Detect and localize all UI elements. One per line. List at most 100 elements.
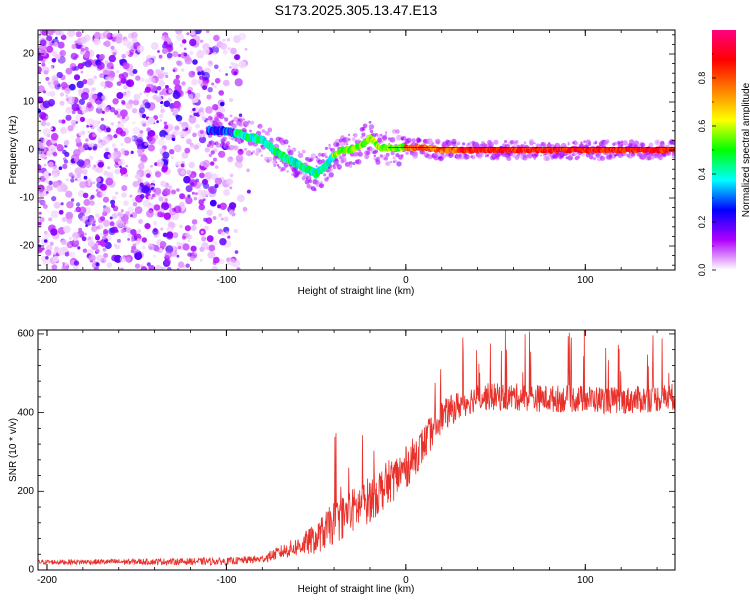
noise-blob bbox=[180, 68, 185, 72]
noise-blob bbox=[173, 78, 181, 86]
noise-blob bbox=[164, 258, 172, 266]
noise-blob bbox=[183, 175, 191, 184]
noise-blob bbox=[102, 235, 107, 240]
noise-blob bbox=[162, 232, 168, 238]
noise-blob bbox=[68, 236, 73, 241]
noise-blob bbox=[78, 206, 87, 215]
halo-blob bbox=[438, 155, 444, 162]
halo-blob bbox=[577, 155, 580, 158]
noise-blob bbox=[223, 189, 230, 196]
noise-blob bbox=[78, 98, 85, 105]
noise-blob bbox=[155, 96, 162, 103]
noise-blob bbox=[141, 237, 147, 243]
noise-blob bbox=[213, 241, 218, 246]
noise-blob bbox=[87, 104, 92, 109]
noise-blob bbox=[127, 233, 132, 238]
noise-blob bbox=[101, 212, 106, 217]
noise-blob bbox=[218, 258, 225, 265]
noise-blob bbox=[198, 203, 205, 211]
noise-blob bbox=[68, 251, 76, 258]
halo-blob bbox=[341, 157, 347, 163]
y-tick-label: 0 bbox=[28, 145, 34, 156]
noise-blob bbox=[136, 45, 145, 53]
noise-blob bbox=[103, 253, 109, 258]
spectrogram-x-label: Height of straight line (km) bbox=[298, 286, 415, 297]
noise-blob bbox=[128, 49, 135, 56]
noise-blob bbox=[102, 185, 107, 190]
noise-blob bbox=[232, 62, 239, 70]
halo-blob bbox=[228, 144, 235, 151]
noise-blob bbox=[106, 81, 113, 88]
noise-blob bbox=[206, 94, 212, 100]
halo-blob bbox=[583, 140, 587, 144]
halo-blob bbox=[213, 115, 216, 118]
noise-blob bbox=[220, 217, 224, 221]
noise-blob bbox=[116, 92, 124, 99]
noise-blob bbox=[68, 83, 76, 91]
noise-blob bbox=[87, 182, 91, 187]
noise-blob bbox=[222, 79, 230, 87]
noise-blob bbox=[213, 52, 217, 56]
noise-blob bbox=[122, 116, 125, 120]
noise-blob bbox=[110, 45, 115, 50]
noise-blob bbox=[99, 124, 107, 131]
noise-blob bbox=[43, 239, 48, 243]
halo-blob bbox=[613, 141, 618, 146]
halo-blob bbox=[239, 149, 243, 152]
noise-blob bbox=[207, 61, 214, 67]
noise-blob bbox=[94, 167, 99, 173]
noise-blob bbox=[75, 202, 81, 207]
noise-blob bbox=[91, 225, 98, 233]
noise-blob bbox=[126, 90, 131, 94]
noise-blob bbox=[110, 122, 114, 126]
noise-blob bbox=[107, 166, 111, 170]
noise-blob bbox=[80, 70, 84, 74]
noise-blob bbox=[186, 138, 192, 145]
noise-blob bbox=[161, 166, 168, 173]
noise-blob bbox=[164, 71, 169, 76]
noise-blob bbox=[173, 100, 181, 109]
noise-blob bbox=[46, 184, 53, 191]
halo-blob bbox=[319, 183, 324, 189]
halo-blob bbox=[348, 138, 350, 141]
noise-blob bbox=[109, 216, 113, 220]
noise-blob bbox=[46, 191, 49, 194]
halo-blob bbox=[315, 165, 318, 168]
noise-blob bbox=[121, 151, 125, 155]
y-tick-label: 10 bbox=[23, 97, 35, 108]
noise-blob bbox=[92, 133, 96, 138]
noise-blob bbox=[201, 116, 206, 121]
halo-blob bbox=[650, 156, 655, 160]
halo-blob bbox=[594, 142, 598, 145]
noise-blob bbox=[102, 67, 111, 76]
halo-blob bbox=[215, 142, 221, 148]
halo-blob bbox=[392, 156, 396, 160]
noise-blob bbox=[191, 78, 198, 86]
noise-blob bbox=[96, 61, 105, 70]
noise-blob bbox=[220, 101, 225, 107]
noise-blob bbox=[148, 136, 156, 145]
noise-blob bbox=[105, 127, 111, 133]
noise-blob bbox=[123, 84, 128, 90]
noise-blob bbox=[109, 107, 116, 113]
halo-blob bbox=[522, 155, 528, 161]
noise-blob bbox=[60, 34, 67, 41]
snr-ticks: -200 -100 0 100 0 200 400 600 bbox=[17, 329, 675, 586]
noise-blob bbox=[64, 262, 69, 267]
noise-blob bbox=[75, 31, 82, 38]
halo-blob bbox=[533, 157, 536, 160]
halo-blob bbox=[504, 139, 508, 144]
noise-blob bbox=[109, 221, 115, 227]
halo-blob bbox=[276, 163, 280, 167]
noise-blob bbox=[104, 106, 110, 113]
noise-blob bbox=[104, 147, 109, 152]
noise-blob bbox=[183, 52, 188, 57]
halo-blob bbox=[648, 142, 654, 148]
halo-blob bbox=[323, 173, 327, 177]
halo-blob bbox=[335, 142, 340, 147]
noise-blob bbox=[181, 152, 189, 159]
noise-blob bbox=[71, 110, 76, 115]
noise-blob bbox=[234, 54, 241, 61]
halo-blob bbox=[229, 114, 233, 118]
halo-blob bbox=[385, 133, 388, 136]
